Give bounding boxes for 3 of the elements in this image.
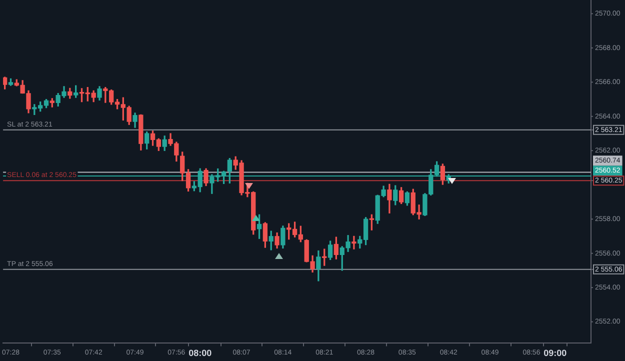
x-tick-label: 09:00	[544, 348, 567, 358]
candlestick	[352, 236, 356, 250]
x-tick-label: 08:00	[188, 348, 212, 358]
